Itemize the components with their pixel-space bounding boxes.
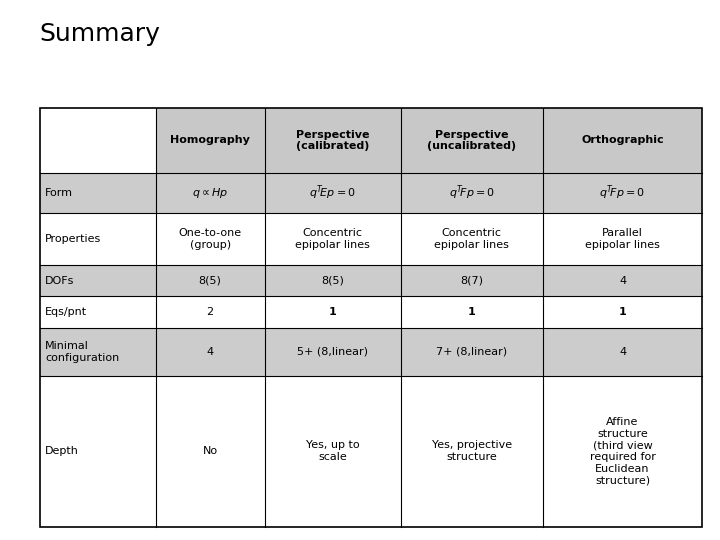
Bar (156, 296, 265, 328)
Bar (543, 265, 702, 296)
Bar (40, 265, 156, 296)
Text: Form: Form (45, 188, 73, 198)
Text: Properties: Properties (45, 234, 102, 244)
Bar (543, 173, 702, 213)
Text: 4: 4 (619, 347, 626, 357)
Bar (400, 173, 543, 213)
Bar (40, 296, 156, 328)
Text: Homography: Homography (170, 136, 250, 145)
Bar (40, 328, 156, 376)
Text: Summary: Summary (40, 22, 161, 45)
Text: Orthographic: Orthographic (581, 136, 664, 145)
Text: Minimal
configuration: Minimal configuration (45, 341, 120, 362)
Bar (40, 173, 156, 213)
Text: Eqs/pnt: Eqs/pnt (45, 307, 88, 317)
Text: No: No (202, 446, 217, 456)
Text: Concentric
epipolar lines: Concentric epipolar lines (434, 228, 509, 249)
Bar (265, 328, 400, 376)
Bar (156, 328, 265, 376)
Text: Perspective
(uncalibrated): Perspective (uncalibrated) (427, 130, 516, 151)
Bar (543, 213, 702, 265)
Bar (265, 265, 400, 296)
Bar (40, 213, 156, 265)
Text: 1: 1 (468, 307, 476, 317)
Bar (400, 213, 543, 265)
Bar (156, 265, 265, 296)
Text: Affine
structure
(third view
required for
Euclidean
structure): Affine structure (third view required fo… (590, 417, 655, 485)
Bar (265, 296, 400, 328)
Text: Parallel
epipolar lines: Parallel epipolar lines (585, 228, 660, 249)
Text: 4: 4 (207, 347, 214, 357)
Text: DOFs: DOFs (45, 275, 75, 286)
Bar (265, 173, 400, 213)
Text: Depth: Depth (45, 446, 79, 456)
Text: Yes, projective
structure: Yes, projective structure (432, 441, 512, 462)
Bar (156, 173, 265, 213)
Text: 1: 1 (618, 307, 626, 317)
Text: 8(7): 8(7) (460, 275, 483, 286)
Bar (400, 296, 543, 328)
Text: One-to-one
(group): One-to-one (group) (179, 228, 242, 249)
Bar (400, 328, 543, 376)
Text: $q^T\!Ep =0$: $q^T\!Ep =0$ (310, 184, 356, 202)
Text: 1: 1 (329, 307, 336, 317)
Text: 2: 2 (207, 307, 214, 317)
Text: 4: 4 (619, 275, 626, 286)
Text: Perspective
(calibrated): Perspective (calibrated) (296, 130, 369, 151)
Text: Concentric
epipolar lines: Concentric epipolar lines (295, 228, 370, 249)
Text: $q^T\!Fp =0$: $q^T\!Fp =0$ (599, 184, 646, 202)
Bar (156, 213, 265, 265)
Text: 8(5): 8(5) (321, 275, 344, 286)
Text: $q^T\!Fp =0$: $q^T\!Fp =0$ (449, 184, 495, 202)
Text: 5+ (8,linear): 5+ (8,linear) (297, 347, 368, 357)
Text: 8(5): 8(5) (199, 275, 222, 286)
Text: $q \propto Hp$: $q \propto Hp$ (192, 186, 228, 200)
Bar (265, 213, 400, 265)
Bar (400, 265, 543, 296)
Text: 7+ (8,linear): 7+ (8,linear) (436, 347, 508, 357)
Bar (543, 328, 702, 376)
Text: Yes, up to
scale: Yes, up to scale (306, 441, 359, 462)
Bar (543, 296, 702, 328)
